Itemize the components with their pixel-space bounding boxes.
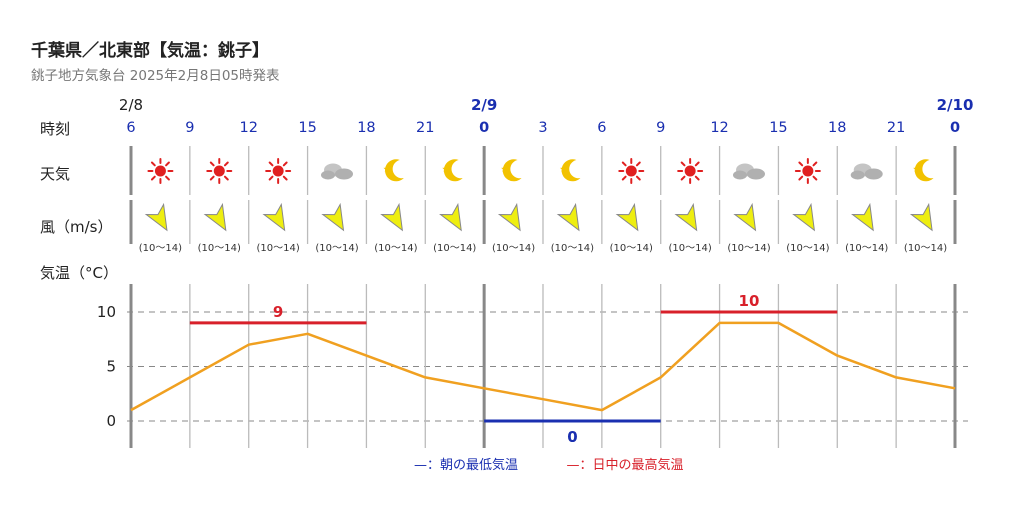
wind-range-label: (10〜14) [198,243,241,254]
hour-label: 12 [239,120,257,136]
sun-icon [618,158,645,184]
wind-arrow-icon [144,202,168,232]
hour-label: 21 [887,120,905,136]
cloud-icon [320,163,353,180]
wind-arrow-icon [733,202,757,232]
max-temp-label: 10 [739,292,760,310]
date-label: 2/8 [119,96,143,114]
hour-label: 0 [950,120,960,136]
wind-row-label: 風（m/s） [40,218,113,236]
moon-icon [560,159,581,182]
y-tick-label: 10 [97,303,116,321]
wind-arrow-icon [909,202,933,232]
wind-range-label: (10〜14) [139,243,182,254]
hour-label: 12 [710,120,728,136]
hour-label: 21 [416,120,434,136]
hour-label: 9 [656,120,665,136]
cloud-icon [732,163,765,180]
wind-range-label: (10〜14) [669,243,712,254]
hour-label: 0 [479,120,489,136]
sun-icon [677,158,704,184]
max-temp-label: 9 [273,303,283,321]
wind-range-label: (10〜14) [257,243,300,254]
hour-label: 15 [298,120,316,136]
wind-range-label: (10〜14) [551,243,594,254]
wind-arrow-icon [262,202,286,232]
weather-row-label: 天気 [40,165,71,183]
hour-label: 15 [769,120,787,136]
wind-range-label: (10〜14) [374,243,417,254]
moon-icon [383,159,404,182]
moon-icon [501,159,522,182]
wind-range-label: (10〜14) [845,243,888,254]
wind-range-label: (10〜14) [786,243,829,254]
sun-icon [265,158,292,184]
wind-arrow-icon [674,202,698,232]
wind-arrow-icon [792,202,816,232]
y-tick-label: 0 [106,412,116,430]
cloud-icon [850,163,883,180]
hour-label: 9 [185,120,194,136]
sun-icon [794,158,821,184]
wind-range-label: (10〜14) [727,243,770,254]
wind-arrow-icon [851,202,874,232]
wind-range-label: (10〜14) [315,243,358,254]
sun-icon [147,158,174,184]
wind-range-label: (10〜14) [904,243,947,254]
hour-label: 18 [357,120,375,136]
wind-range-label: (10〜14) [492,243,535,254]
wind-arrow-icon [321,202,345,232]
wind-arrow-icon [203,202,227,232]
min-temp-label: 0 [567,428,577,446]
moon-icon [442,159,463,182]
y-tick-label: 5 [106,358,116,376]
wind-arrow-icon [380,202,404,232]
page-subtitle: 銚子地方気象台 2025年2月8日05時発表 [31,68,280,84]
date-label: 2/10 [937,96,974,114]
moon-icon [913,159,934,182]
wind-arrow-icon [556,202,580,232]
wind-arrow-icon [439,202,462,232]
date-label: 2/9 [471,96,497,114]
page-title: 千葉県／北東部【気温：銚子】 [31,41,269,61]
legend-max-label: —：日中の最高気温 [566,457,683,473]
time-row-label: 時刻 [40,120,71,138]
sun-icon [206,158,233,184]
wind-range-label: (10〜14) [433,243,476,254]
wind-arrow-icon [497,202,521,232]
temp-row-label: 気温（°C） [40,264,118,282]
hour-label: 6 [126,120,135,136]
hour-label: 18 [828,120,846,136]
hour-label: 6 [597,120,606,136]
wind-range-label: (10〜14) [610,243,653,254]
hour-label: 3 [538,120,547,136]
legend-min-label: —：朝の最低気温 [414,457,518,473]
wind-arrow-icon [615,202,639,232]
